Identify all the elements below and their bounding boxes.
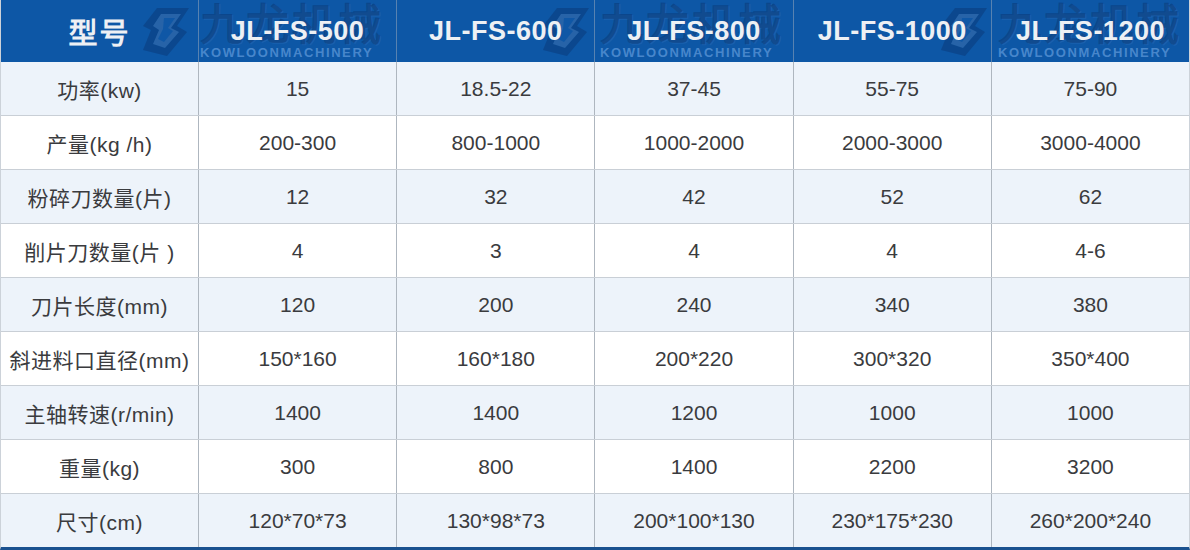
table-cell: 1000	[794, 386, 992, 439]
table-row-spindle-speed: 主轴转速(r/min) 1400 1400 1200 1000 1000	[1, 386, 1189, 440]
table-cell: 55-75	[794, 62, 992, 115]
table-cell: 1400	[199, 386, 397, 439]
table-cell: 1400	[397, 386, 595, 439]
spec-table: 九龙机械 KOWLOONMACHINERY 九龙机械 KOWLOONMACHIN…	[0, 0, 1190, 550]
table-cell: 2000-3000	[794, 116, 992, 169]
table-cell: 800-1000	[397, 116, 595, 169]
table-cell: 200*100*130	[595, 494, 793, 547]
table-cell: 3000-4000	[992, 116, 1189, 169]
row-label: 刀片长度(mm)	[1, 278, 199, 331]
row-label: 削片刀数量(片 )	[1, 224, 199, 277]
table-cell: 1400	[595, 440, 793, 493]
table-body: 功率(kw) 15 18.5-22 37-45 55-75 75-90 产量(k…	[1, 62, 1189, 547]
table-cell: 32	[397, 170, 595, 223]
row-label: 主轴转速(r/min)	[1, 386, 199, 439]
table-cell: 37-45	[595, 62, 793, 115]
table-cell: 340	[794, 278, 992, 331]
table-cell: 260*200*240	[992, 494, 1189, 547]
table-cell: 4	[595, 224, 793, 277]
table-cell: 380	[992, 278, 1189, 331]
table-cell: 15	[199, 62, 397, 115]
table-cell: 160*180	[397, 332, 595, 385]
table-cell: 2200	[794, 440, 992, 493]
table-cell: 4	[199, 224, 397, 277]
table-row-inlet-diameter: 斜进料口直径(mm) 150*160 160*180 200*220 300*3…	[1, 332, 1189, 386]
header-model-jl-fs-600: JL-FS-600	[397, 0, 595, 62]
table-row-weight: 重量(kg) 300 800 1400 2200 3200	[1, 440, 1189, 494]
table-cell: 3200	[992, 440, 1189, 493]
table-cell: 1000-2000	[595, 116, 793, 169]
table-cell: 18.5-22	[397, 62, 595, 115]
table-row-dimensions: 尺寸(cm) 120*70*73 130*98*73 200*100*130 2…	[1, 494, 1189, 547]
table-cell: 1200	[595, 386, 793, 439]
header-model-label: 型号	[1, 0, 199, 62]
header-model-jl-fs-800: JL-FS-800	[595, 0, 793, 62]
table-row-blade-length: 刀片长度(mm) 120 200 240 340 380	[1, 278, 1189, 332]
table-cell: 200*220	[595, 332, 793, 385]
table-cell: 240	[595, 278, 793, 331]
table-cell: 200	[397, 278, 595, 331]
header-model-jl-fs-1200: JL-FS-1200	[992, 0, 1189, 62]
table-cell: 300	[199, 440, 397, 493]
table-cell: 130*98*73	[397, 494, 595, 547]
table-row-output: 产量(kg /h) 200-300 800-1000 1000-2000 200…	[1, 116, 1189, 170]
table-row-crushing-blades: 粉碎刀数量(片) 12 32 42 52 62	[1, 170, 1189, 224]
table-cell: 3	[397, 224, 595, 277]
row-label: 功率(kw)	[1, 62, 199, 115]
table-cell: 150*160	[199, 332, 397, 385]
row-label: 重量(kg)	[1, 440, 199, 493]
table-cell: 4	[794, 224, 992, 277]
table-row-chipping-blades: 削片刀数量(片 ) 4 3 4 4 4-6	[1, 224, 1189, 278]
table-cell: 42	[595, 170, 793, 223]
table-cell: 120*70*73	[199, 494, 397, 547]
table-cell: 200-300	[199, 116, 397, 169]
table-cell: 4-6	[992, 224, 1189, 277]
table-cell: 300*320	[794, 332, 992, 385]
table-header-row: 九龙机械 KOWLOONMACHINERY 九龙机械 KOWLOONMACHIN…	[1, 0, 1189, 62]
table-row-power: 功率(kw) 15 18.5-22 37-45 55-75 75-90	[1, 62, 1189, 116]
table-cell: 800	[397, 440, 595, 493]
header-model-jl-fs-500: JL-FS-500	[199, 0, 397, 62]
table-cell: 52	[794, 170, 992, 223]
row-label: 粉碎刀数量(片)	[1, 170, 199, 223]
row-label: 产量(kg /h)	[1, 116, 199, 169]
table-cell: 350*400	[992, 332, 1189, 385]
table-cell: 230*175*230	[794, 494, 992, 547]
table-cell: 75-90	[992, 62, 1189, 115]
table-cell: 12	[199, 170, 397, 223]
header-model-jl-fs-1000: JL-FS-1000	[794, 0, 992, 62]
table-cell: 62	[992, 170, 1189, 223]
table-cell: 120	[199, 278, 397, 331]
row-label: 尺寸(cm)	[1, 494, 199, 547]
table-cell: 1000	[992, 386, 1189, 439]
row-label: 斜进料口直径(mm)	[1, 332, 199, 385]
